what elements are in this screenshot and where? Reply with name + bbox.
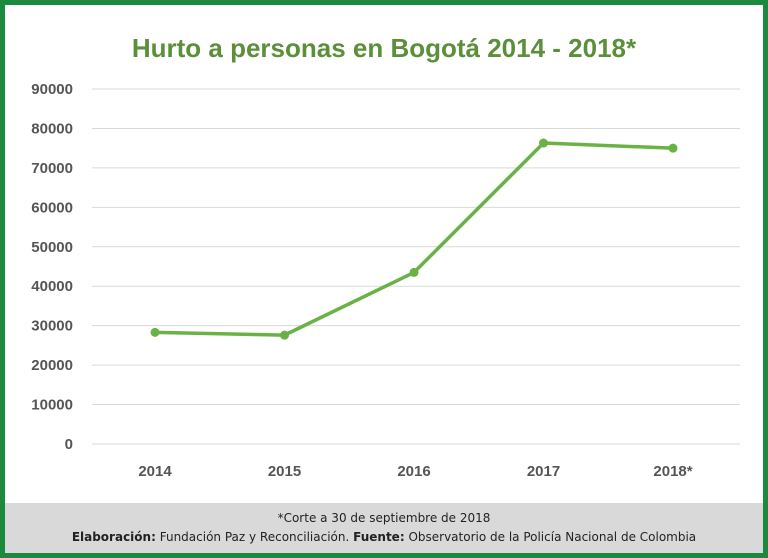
data-point	[150, 327, 160, 337]
x-tick-label: 2015	[268, 463, 301, 480]
y-tick-label: 10000	[31, 397, 73, 414]
x-tick-label: 2017	[527, 463, 560, 480]
data-point	[668, 143, 678, 153]
y-tick-label: 40000	[31, 278, 73, 295]
x-tick-label: 2016	[397, 463, 430, 480]
chart-title: Hurto a personas en Bogotá 2014 - 2018*	[131, 33, 637, 63]
x-tick-label: 2014	[138, 463, 172, 480]
y-tick-label: 80000	[31, 120, 73, 137]
x-tick-label: 2018*	[653, 463, 692, 480]
data-point	[539, 138, 548, 148]
series-line	[153, 141, 675, 337]
y-tick-label: 60000	[31, 199, 73, 216]
data-point	[280, 330, 289, 340]
y-tick-label: 70000	[31, 160, 73, 177]
y-tick-label: 0	[65, 436, 73, 453]
y-tick-label: 30000	[31, 318, 73, 335]
data-point	[409, 267, 419, 277]
footer-note: *Corte a 30 de septiembre de 2018	[277, 511, 491, 525]
elaboracion-value: Fundación Paz y Reconciliación.	[159, 530, 350, 544]
y-tick-label: 20000	[31, 357, 73, 374]
footer-credits: Elaboración: Fundación Paz y Reconciliac…	[5, 530, 763, 544]
fuente-value: Observatorio de la Policía Nacional de C…	[408, 530, 697, 544]
elaboracion-label: Elaboración:	[71, 530, 156, 544]
chart-footer: *Corte a 30 de septiembre de 2018 Elabor…	[5, 503, 763, 553]
fuente-label: Fuente:	[353, 530, 405, 544]
y-tick-label: 90000	[31, 81, 73, 98]
y-tick-label: 50000	[31, 239, 73, 256]
line-chart: 0 10000 20000 30000 40000 50000 60000 70000 8000…	[31, 81, 740, 480]
